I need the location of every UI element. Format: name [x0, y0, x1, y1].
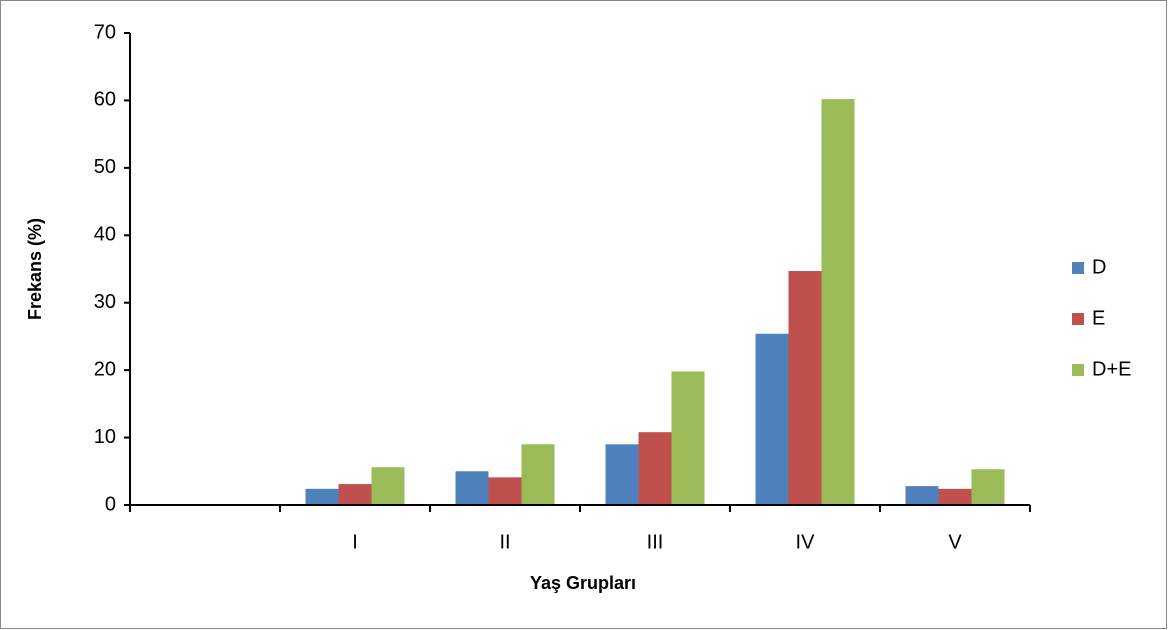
bar — [488, 477, 522, 505]
y-tick-label: 20 — [94, 358, 116, 380]
bar — [521, 444, 555, 505]
x-tick-label: I — [352, 531, 358, 553]
legend-swatch — [1072, 262, 1084, 274]
bar — [305, 488, 339, 505]
legend-label: D — [1092, 256, 1106, 278]
bar — [755, 333, 789, 505]
bar — [788, 271, 822, 505]
bar — [605, 444, 639, 505]
legend-label: E — [1092, 307, 1105, 329]
bar — [455, 471, 489, 505]
bar — [371, 467, 405, 505]
legend-swatch — [1072, 313, 1084, 325]
y-tick-label: 30 — [94, 291, 116, 313]
y-axis-label: Frekans (%) — [25, 218, 45, 320]
y-tick-label: 50 — [94, 156, 116, 178]
y-tick-label: 0 — [105, 493, 116, 515]
x-tick-label: IV — [796, 531, 816, 553]
legend-swatch — [1072, 364, 1084, 376]
bar — [905, 486, 939, 505]
y-tick-label: 10 — [94, 426, 116, 448]
x-tick-label: III — [647, 531, 664, 553]
bar — [638, 432, 672, 505]
bar — [938, 488, 972, 505]
y-tick-label: 60 — [94, 89, 116, 111]
bar — [971, 469, 1005, 505]
x-tick-label: V — [948, 531, 962, 553]
bar — [821, 99, 855, 505]
bar — [338, 484, 372, 505]
bar — [671, 371, 705, 505]
y-tick-label: 40 — [94, 224, 116, 246]
x-tick-label: II — [499, 531, 510, 553]
x-axis-label: Yaş Grupları — [530, 573, 636, 593]
legend-label: D+E — [1092, 358, 1131, 380]
y-tick-label: 70 — [94, 21, 116, 43]
